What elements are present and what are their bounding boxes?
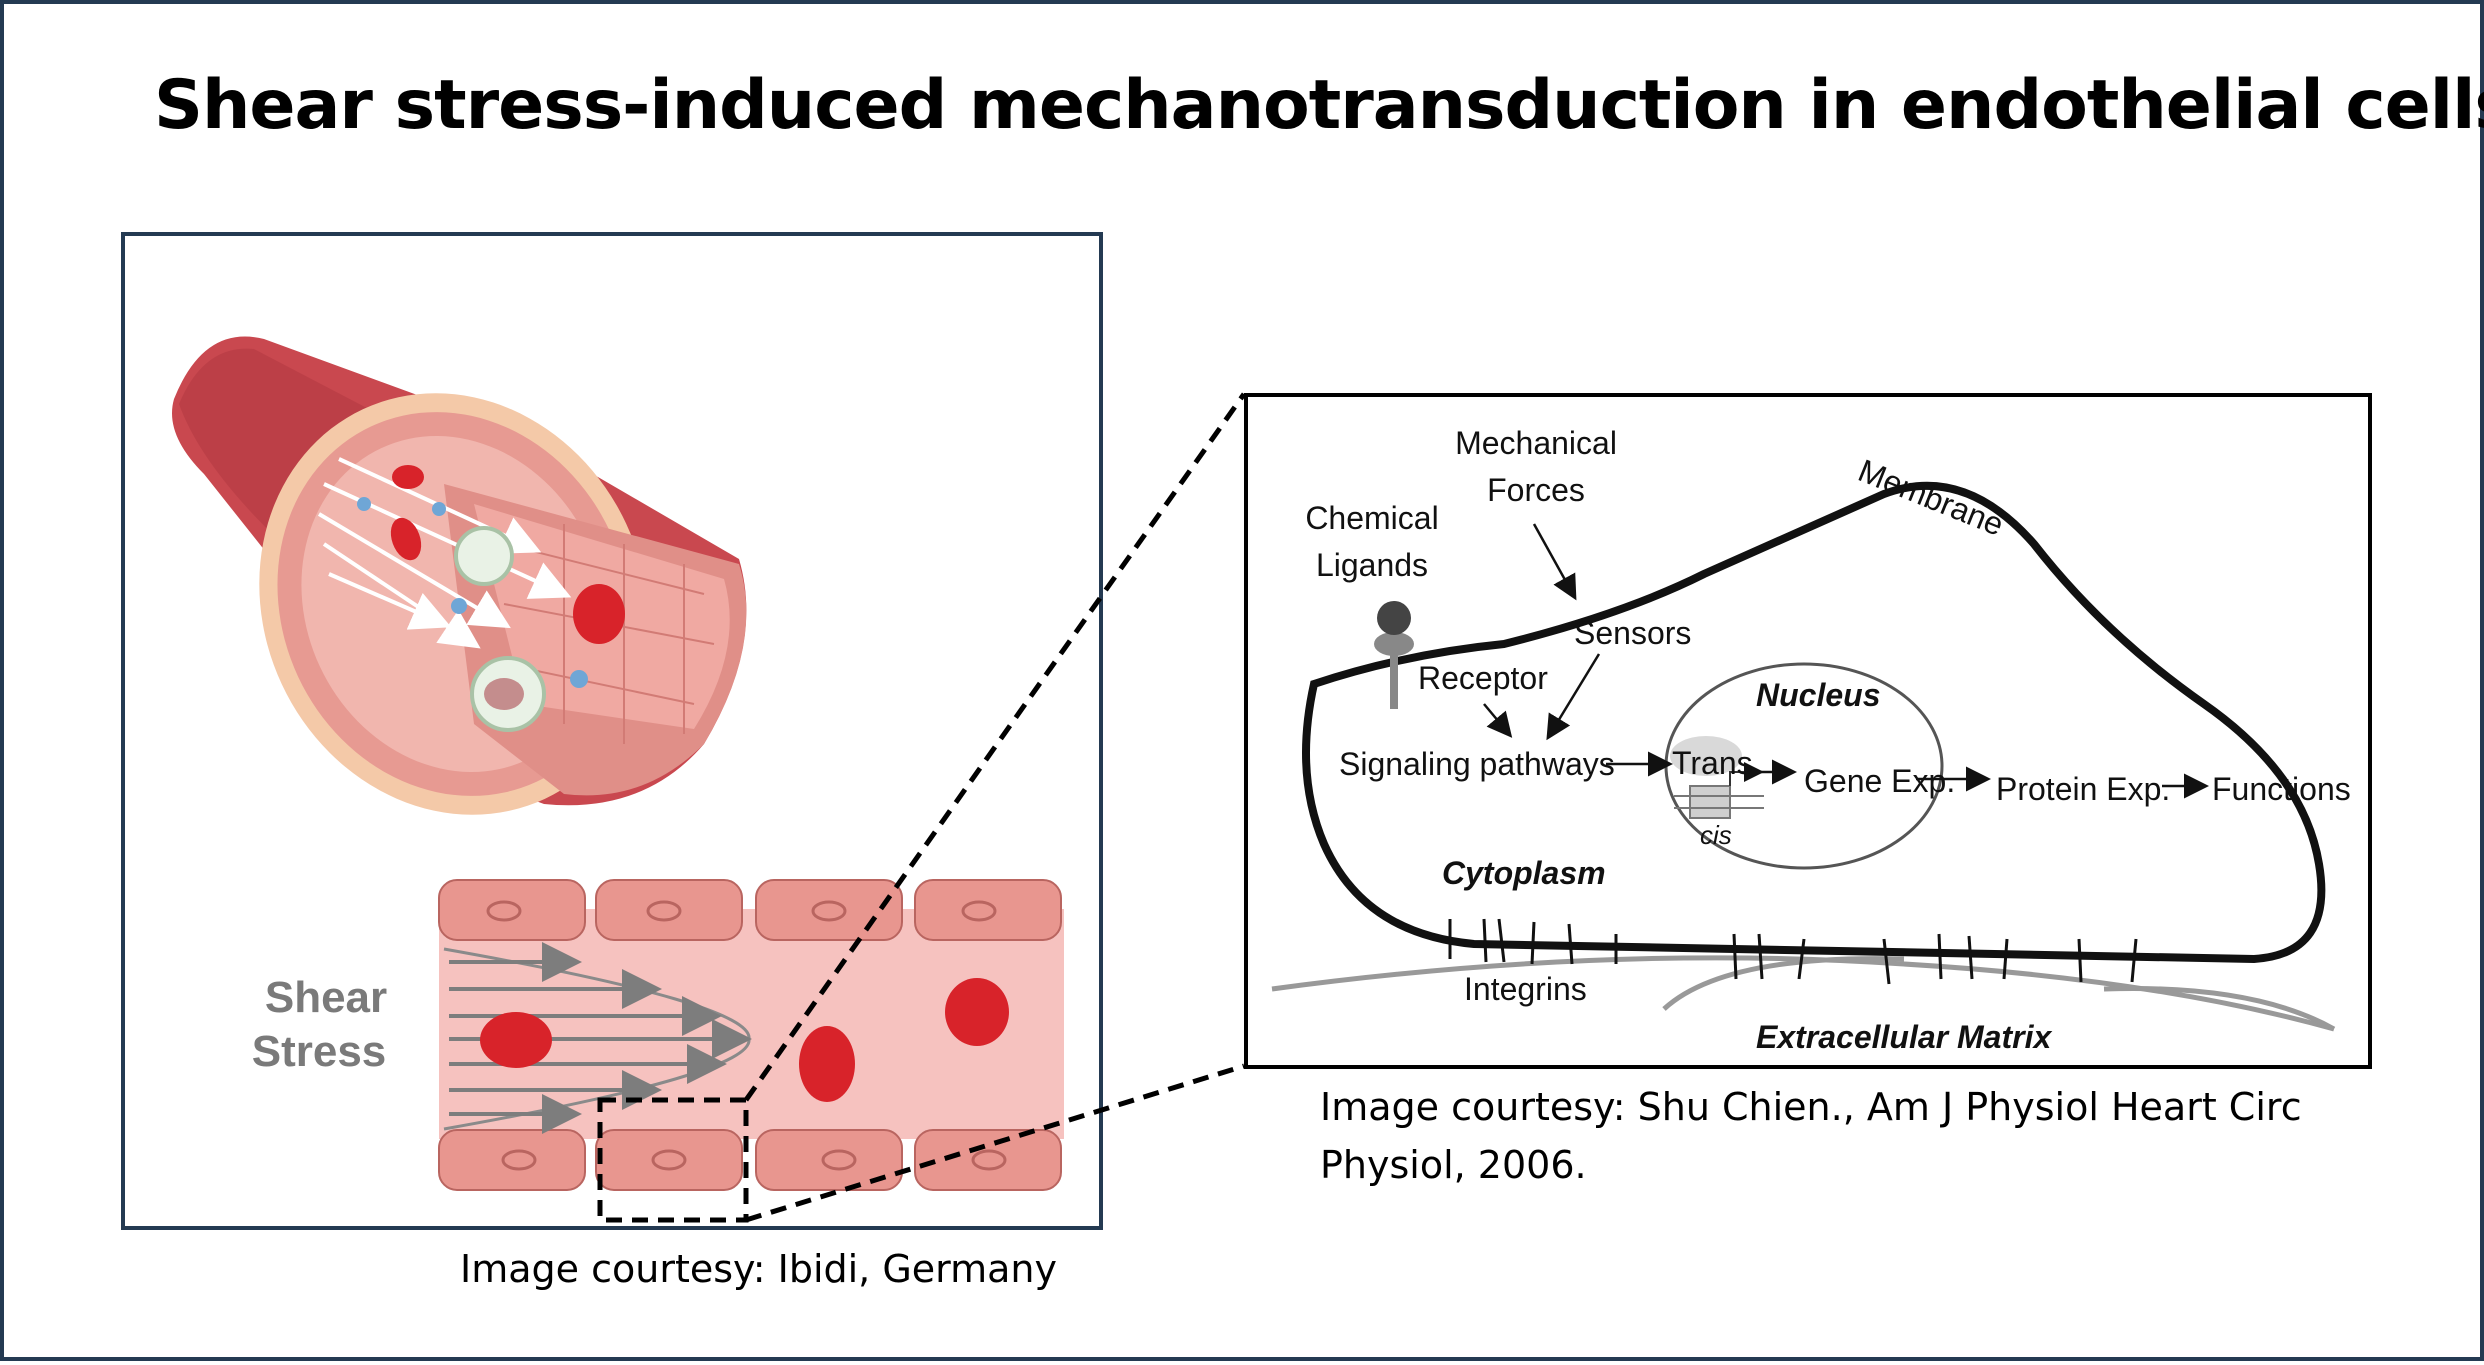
label-mechanical-2: Forces [1487, 472, 1585, 508]
cell-diagram: Mechanical Forces Chemical Ligands Membr… [1271, 425, 2351, 1055]
cell-membrane [1302, 481, 2326, 964]
right-caption-line2: Physiol, 2006. [1320, 1143, 1587, 1187]
right-panel: Mechanical Forces Chemical Ligands Membr… [1244, 393, 2372, 1069]
slide-title: Shear stress-induced mechanotransduction… [154, 66, 2484, 145]
left-panel: Shear Stress [121, 232, 1103, 1230]
label-protein: Protein Exp. [1996, 771, 2170, 807]
label-chemical-2: Ligands [1316, 547, 1428, 583]
label-integrins: Integrins [1464, 971, 1587, 1007]
blood-vessel-illustration [172, 336, 747, 815]
zoom-box [597, 1097, 749, 1223]
label-chemical-1: Chemical [1305, 500, 1438, 536]
label-receptor: Receptor [1418, 660, 1548, 696]
figure-canvas: Shear Stress [121, 232, 2372, 1230]
label-mechanical-1: Mechanical [1455, 425, 1617, 461]
zoom-connector-top [743, 392, 1247, 1102]
right-panel-frame [1244, 393, 2372, 1069]
label-cytoplasm: Cytoplasm [1442, 855, 1606, 891]
receptor-icon [1374, 601, 1414, 709]
label-sensors: Sensors [1574, 615, 1691, 651]
shear-label-2: Stress [252, 1027, 387, 1076]
label-signaling: Signaling pathways [1339, 746, 1615, 782]
label-cis: cis [1700, 820, 1732, 850]
label-trans: Trans [1672, 745, 1753, 781]
integrins-marks [1448, 918, 2138, 985]
label-nucleus: Nucleus [1756, 677, 1880, 713]
extracellular-matrix-line [1271, 955, 2335, 1032]
label-ecm: Extracellular Matrix [1756, 1019, 2052, 1055]
shear-label-1: Shear [265, 973, 387, 1022]
right-caption-line1: Image courtesy: Shu Chien., Am J Physiol… [1320, 1085, 2302, 1129]
left-caption: Image courtesy: Ibidi, Germany [460, 1247, 1057, 1291]
flow-channel-illustration: Shear Stress [252, 879, 1064, 1223]
pathway-arrows [1483, 523, 2209, 799]
label-gene: Gene Exp. [1804, 763, 1955, 799]
label-functions: Functions [2212, 771, 2351, 807]
right-caption: Image courtesy: Shu Chien., Am J Physiol… [1320, 1078, 2440, 1194]
dna-icon [1670, 736, 1764, 819]
zoom-connector-bottom [745, 1063, 1245, 1223]
